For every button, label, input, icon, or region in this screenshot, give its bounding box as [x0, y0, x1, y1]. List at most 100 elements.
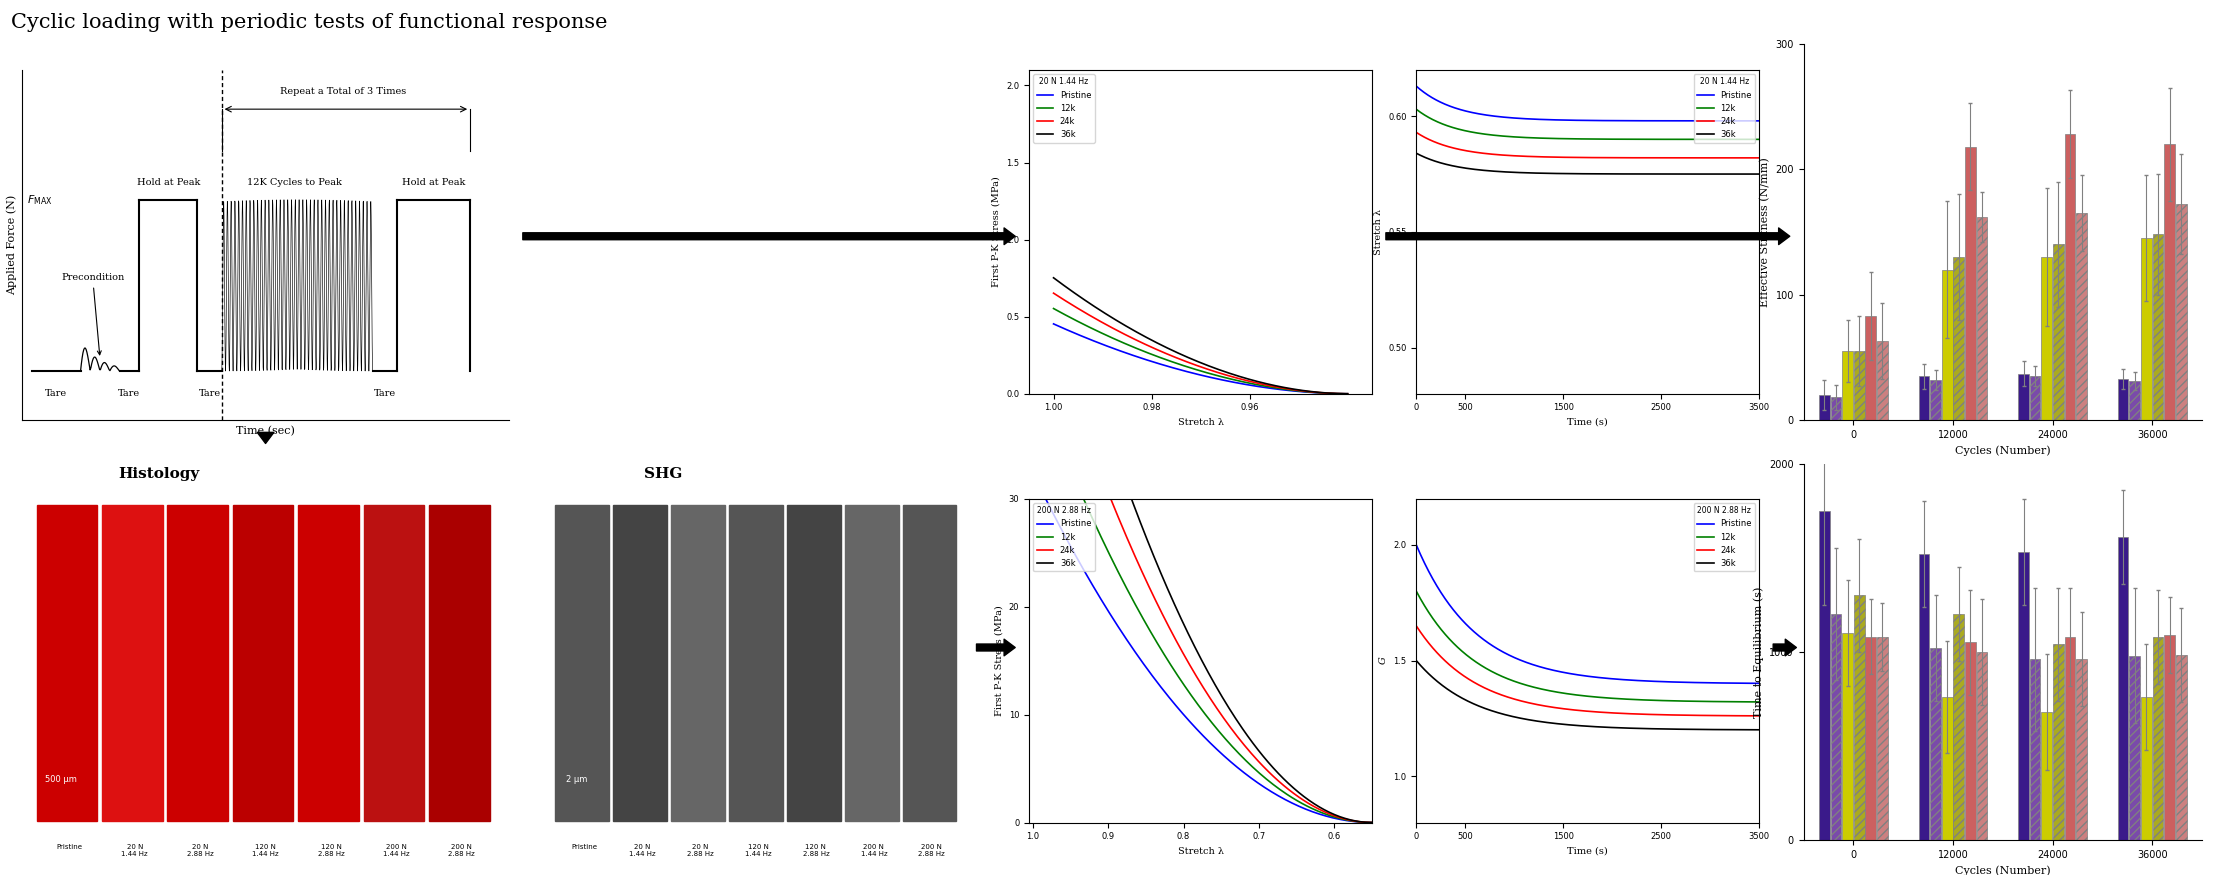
Pristine — [1040, 508, 1067, 519]
Pristine — [1746, 678, 1773, 689]
36k — [1589, 722, 1615, 732]
Bar — [2175, 204, 2186, 420]
Bar — [2040, 712, 2051, 840]
Bar — [2118, 537, 2129, 840]
12k — [1746, 134, 1773, 144]
Pristine — [1589, 673, 1615, 683]
36k — [1040, 249, 1067, 260]
Bar — [38, 505, 97, 821]
Text: 500 μm: 500 μm — [44, 775, 77, 784]
Pristine — [1359, 817, 1385, 828]
Y-axis label: First P-K Stress (MPa): First P-K Stress (MPa) — [994, 606, 1002, 716]
12k — [1737, 134, 1764, 144]
Bar — [1976, 652, 1987, 840]
Bar — [1954, 257, 1965, 420]
Bar — [429, 505, 489, 821]
Pristine — [1737, 678, 1764, 689]
24k — [1589, 707, 1615, 717]
24k — [1334, 388, 1361, 399]
12k — [1334, 388, 1361, 399]
Pristine — [1058, 326, 1084, 337]
Pristine — [1334, 388, 1361, 399]
Text: 2 μm: 2 μm — [567, 775, 586, 784]
Pristine — [1569, 116, 1596, 126]
12k — [1330, 814, 1357, 824]
Line: 12k: 12k — [1416, 592, 1759, 702]
Bar — [728, 505, 783, 821]
Text: Precondition: Precondition — [62, 274, 124, 354]
12k — [1040, 422, 1067, 432]
12k — [1589, 692, 1615, 703]
Text: 120 N
1.44 Hz: 120 N 1.44 Hz — [744, 844, 772, 857]
Bar — [2153, 234, 2164, 420]
24k — [1403, 620, 1430, 631]
Bar — [1866, 316, 1877, 420]
Pristine — [1033, 495, 1060, 506]
36k — [1569, 169, 1596, 179]
Pristine — [1095, 341, 1122, 352]
Pristine — [1746, 116, 1773, 126]
Pristine — [1341, 816, 1368, 827]
Bar — [1930, 648, 1941, 840]
12k — [1746, 696, 1773, 707]
Bar — [168, 505, 228, 821]
Bar — [2054, 244, 2065, 420]
Text: $F_{\mathrm{MAX}}$: $F_{\mathrm{MAX}}$ — [27, 192, 53, 206]
24k — [1330, 813, 1357, 823]
12k — [1020, 370, 1047, 381]
24k — [1567, 705, 1593, 716]
12k — [1341, 816, 1368, 827]
24k — [1746, 152, 1773, 163]
Bar — [2018, 552, 2029, 840]
Pristine — [1567, 116, 1593, 126]
36k — [1567, 720, 1593, 731]
Bar — [1819, 511, 1830, 840]
12k — [1033, 405, 1060, 416]
Text: 20 N
1.44 Hz: 20 N 1.44 Hz — [628, 844, 655, 857]
Bar — [1830, 397, 1841, 420]
24k — [1737, 152, 1764, 163]
Legend: Pristine, 12k, 24k, 36k: Pristine, 12k, 24k, 36k — [1693, 74, 1755, 143]
24k — [1020, 272, 1047, 283]
24k — [1111, 523, 1137, 534]
Line: 24k: 24k — [1416, 626, 1759, 716]
X-axis label: Stretch λ: Stretch λ — [1177, 418, 1224, 427]
Text: SHG: SHG — [644, 466, 682, 480]
24k — [1567, 152, 1593, 163]
Text: 120 N
1.44 Hz: 120 N 1.44 Hz — [252, 844, 279, 857]
24k — [1589, 152, 1615, 163]
36k — [1607, 169, 1633, 179]
24k — [1684, 152, 1711, 163]
Bar — [1877, 341, 1888, 420]
Pristine — [1330, 815, 1357, 825]
24k — [1319, 388, 1346, 399]
12k — [1058, 312, 1084, 323]
Line: Pristine: Pristine — [1053, 324, 1348, 394]
Bar — [1930, 380, 1941, 420]
36k — [1746, 169, 1773, 179]
36k — [1569, 720, 1596, 731]
36k — [1737, 169, 1764, 179]
24k — [1359, 817, 1385, 828]
36k — [1334, 388, 1361, 399]
Bar — [1854, 595, 1866, 840]
Y-axis label: Effective Stiffness (N/mm): Effective Stiffness (N/mm) — [1759, 157, 1770, 307]
Bar — [1965, 147, 1976, 420]
Bar — [788, 505, 841, 821]
Text: 20 N
2.88 Hz: 20 N 2.88 Hz — [686, 844, 713, 857]
Pristine — [1403, 80, 1430, 91]
Bar — [2129, 382, 2140, 420]
12k — [1403, 586, 1430, 597]
Y-axis label: Time to Equilibrium (s): Time to Equilibrium (s) — [1753, 586, 1764, 717]
36k — [1684, 724, 1711, 735]
Y-axis label: Stretch λ: Stretch λ — [1374, 209, 1383, 255]
Text: Repeat a Total of 3 Times: Repeat a Total of 3 Times — [281, 88, 407, 96]
24k — [1341, 816, 1368, 826]
24k — [1569, 152, 1596, 163]
Line: 12k: 12k — [1416, 109, 1759, 139]
36k — [1319, 388, 1346, 399]
24k — [1310, 388, 1337, 398]
24k — [1746, 710, 1773, 721]
24k — [1403, 127, 1430, 137]
X-axis label: Time (s): Time (s) — [1567, 418, 1609, 427]
